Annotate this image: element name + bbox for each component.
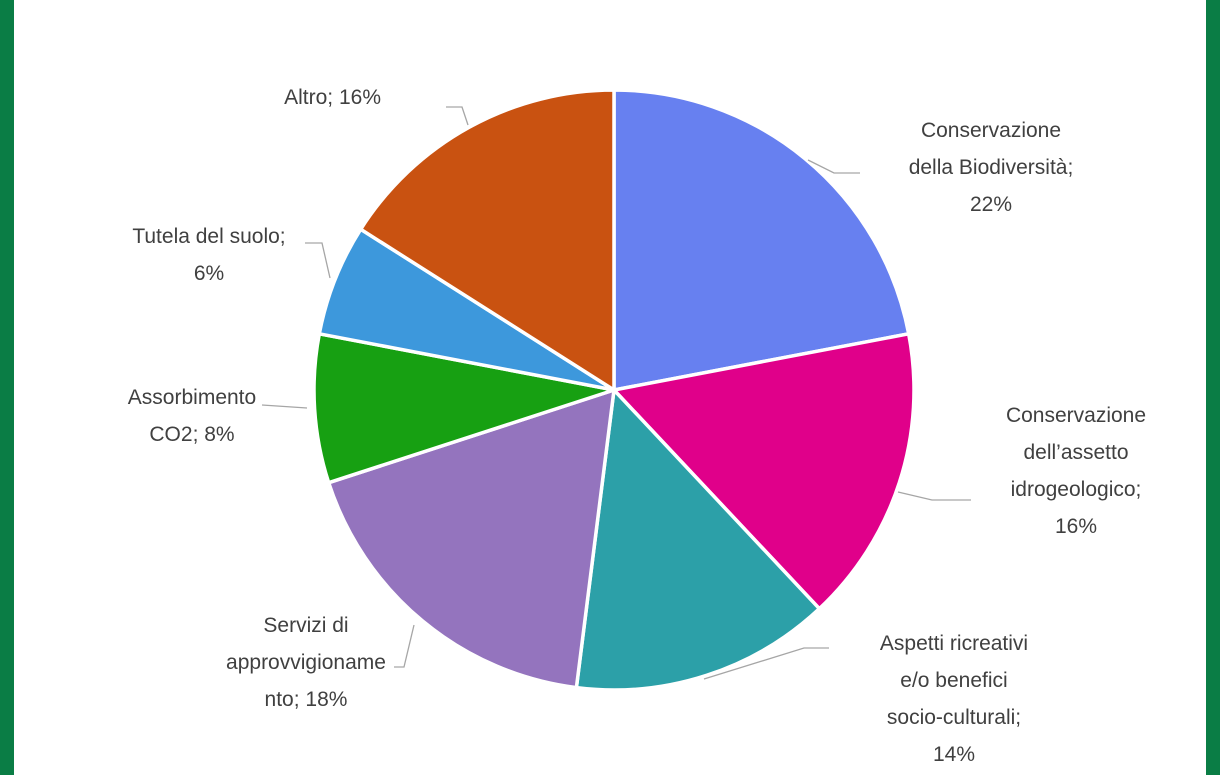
slice-label-line: 6% (194, 262, 224, 285)
chart-panel: Conservazione della Biodiversità; 22% Conse… (14, 0, 1206, 775)
slice-label-6: Tutela del suolo; 6% (132, 225, 285, 285)
leader-line-6 (305, 242, 331, 279)
slice-label-7: Altro; 16% (284, 86, 381, 109)
pie-chart: Conservazione della Biodiversità; 22%Conse… (128, 86, 1146, 766)
slice-label-3: Aspetti ricreativi e/o benefici socio-cult… (880, 632, 1028, 766)
pie-slice-7 (358, 88, 616, 392)
slice-label-line: CO2; 8% (149, 423, 234, 446)
pie-slice-1 (612, 88, 911, 392)
pie-slice-3 (574, 388, 822, 692)
slice-label-line: della Biodiversità; (909, 156, 1074, 179)
leader-lines (261, 106, 971, 680)
slice-label-line: idrogeologico; (1011, 478, 1142, 501)
leader-line-2 (897, 491, 971, 501)
leader-line-5 (261, 404, 308, 409)
slice-label-line: Assorbimento (128, 386, 256, 409)
slice-label-line: 22% (970, 193, 1012, 216)
slice-label-line: Conservazione (1006, 404, 1146, 427)
leader-line-4 (394, 624, 415, 668)
pie-slice-4 (326, 388, 616, 690)
pie-slice-5 (312, 332, 616, 485)
slice-label-5: Assorbimento CO2; 8% (128, 386, 256, 446)
slice-label-line: 16% (1055, 515, 1097, 538)
slice-labels: Conservazione della Biodiversità; 22%Conse… (128, 86, 1146, 766)
slice-label-1: Conservazione della Biodiversità; 22% (909, 119, 1074, 216)
slice-label-line: Tutela del suolo; (132, 225, 285, 248)
slice-label-line: dell’assetto (1023, 441, 1128, 464)
slice-label-2: Conservazione dell’assetto idrogeologico; 1… (1006, 404, 1146, 538)
slice-label-line: approvvigioname (226, 651, 386, 674)
slice-label-line: Servizi di (263, 614, 348, 637)
leader-line-7 (446, 106, 469, 126)
slice-label-line: Conservazione (921, 119, 1061, 142)
leader-line-1 (807, 159, 860, 174)
slice-label-line: nto; 18% (265, 688, 348, 711)
leader-line-3 (703, 647, 829, 680)
pie-slices (312, 88, 916, 692)
slice-label-line: Altro; 16% (284, 86, 381, 109)
pie-slice-2 (612, 332, 916, 611)
slice-label-line: Aspetti ricreativi (880, 632, 1028, 655)
slice-label-line: socio-culturali; (887, 706, 1021, 729)
slice-label-4: Servizi di approvvigioname nto; 18% (226, 614, 386, 711)
slice-label-line: 14% (933, 743, 975, 766)
slice-label-line: e/o benefici (900, 669, 1007, 692)
